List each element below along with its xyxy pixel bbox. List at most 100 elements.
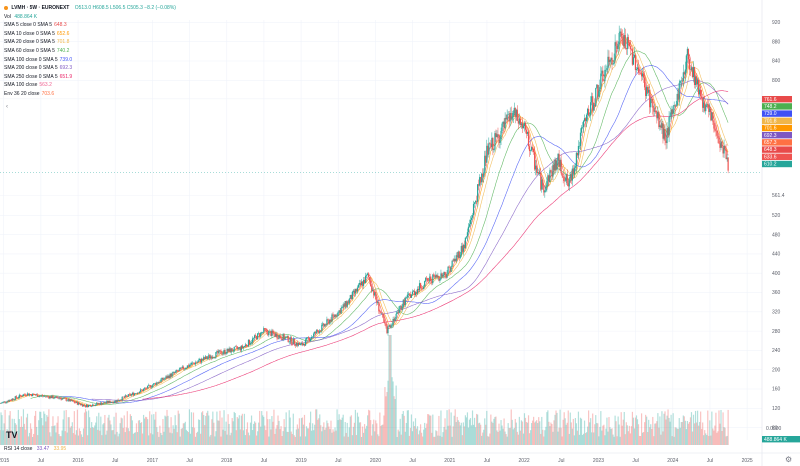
candle-body [548, 175, 550, 183]
candle-body [489, 143, 491, 144]
candle-body [276, 333, 278, 339]
rsi-legend[interactable]: RSI 14 close 33.47 33.95 [4, 446, 66, 452]
indicator-row[interactable]: SMA 250 close 0 SMA 5 651.9 [4, 73, 176, 82]
volume-bar [422, 436, 424, 445]
candle-body [40, 395, 42, 397]
candle-body [442, 275, 444, 277]
volume-bar [349, 416, 351, 445]
volume-bar [726, 435, 728, 445]
indicator-row[interactable]: SMA 100 close 0 SMA 5 739.0 [4, 56, 176, 65]
volume-bar [194, 436, 197, 445]
indicator-row[interactable]: SMA 100 close 563.2 [4, 81, 176, 90]
candle-body [484, 155, 486, 174]
collapse-legend-icon[interactable]: ‹ [6, 104, 8, 110]
volume-bar [699, 421, 701, 445]
volume-bar [101, 435, 103, 445]
candle-body [312, 336, 314, 338]
candle-body [594, 104, 596, 107]
volume-bar [343, 436, 345, 445]
indicator-row[interactable]: Env 36 20 close 703.6 [4, 90, 176, 99]
candle-body [84, 405, 87, 407]
candle-body [130, 394, 132, 396]
candle-body [662, 123, 664, 139]
candle-body [359, 283, 362, 286]
volume-bar [625, 422, 627, 445]
settings-gear-icon[interactable]: ⚙ [785, 455, 793, 464]
volume-bar [440, 410, 442, 445]
volume-bar [439, 435, 441, 445]
candle-body [266, 329, 268, 333]
candle-body [428, 280, 430, 281]
volume-bar [71, 422, 73, 445]
candle-body [21, 395, 24, 397]
volume-bar [602, 425, 604, 445]
candle-body [560, 159, 562, 174]
candle-body [577, 145, 580, 156]
candle-body [246, 345, 249, 347]
volume-bar [444, 418, 446, 445]
volume-bar [15, 424, 17, 445]
volume-bar [242, 430, 244, 445]
candle-body [19, 394, 21, 396]
volume-bar [364, 428, 367, 445]
candle-body [417, 288, 420, 291]
candle-body [445, 274, 447, 278]
volume-bar [159, 425, 161, 445]
volume-bar [407, 410, 409, 445]
volume-bar [202, 411, 204, 445]
volume-bar [357, 416, 360, 445]
symbol-title[interactable]: LVMH · 5W · EURONEXT [11, 5, 70, 11]
candle-body [591, 96, 593, 103]
volume-bar [328, 426, 330, 445]
volume-bar [561, 436, 563, 445]
candle-body [236, 346, 238, 349]
volume-bar [255, 422, 257, 445]
indicator-row[interactable]: SMA 10 close 0 SMA 5 652.6 [4, 30, 176, 39]
candle-body [134, 393, 137, 394]
volume-bar [530, 423, 533, 445]
volume-bar [432, 414, 434, 445]
volume-bar [622, 419, 624, 445]
volume-bar [43, 411, 45, 445]
indicator-row[interactable]: SMA 200 close 0 SMA 5 692.3 [4, 64, 176, 73]
volume-bar [394, 399, 396, 445]
volume-bar [272, 421, 274, 445]
candle-body [18, 394, 20, 398]
candle-body [344, 301, 346, 307]
price-axis-badge [762, 146, 792, 153]
indicator-label: SMA 20 close 0 SMA 5 [4, 39, 55, 46]
volume-legend[interactable]: Vol 488.864 K [4, 13, 176, 22]
indicator-row[interactable]: SMA 20 close 0 SMA 5 701.8 [4, 38, 176, 47]
price-axis-badge [762, 124, 792, 132]
volume-bar [134, 432, 137, 445]
volume-bar [289, 417, 291, 445]
volume-bar [661, 411, 663, 445]
candle-body [709, 108, 711, 112]
indicator-label: SMA 5 close 0 SMA 5 [4, 22, 53, 29]
volume-bar [178, 413, 180, 445]
volume-bar [241, 413, 243, 445]
candle-body [189, 364, 192, 366]
candle-body [490, 143, 492, 148]
volume-bar [459, 425, 461, 445]
candle-body [356, 287, 359, 292]
candle-body [671, 109, 673, 115]
candle-body [405, 297, 407, 298]
volume-bar [633, 428, 636, 445]
indicator-row[interactable]: SMA 5 close 0 SMA 5 648.3 [4, 21, 176, 30]
volume-bar [443, 426, 445, 445]
volume-bar [596, 422, 598, 445]
candle-body [562, 176, 564, 179]
candle-body [404, 297, 406, 305]
volume-bar [264, 425, 266, 445]
candle-body [292, 338, 294, 344]
volume-bar [133, 432, 136, 445]
indicator-row[interactable]: SMA 60 close 0 SMA 5 740.2 [4, 47, 176, 56]
price-axis-badge-label: 692.3 [764, 133, 777, 139]
volume-bar [111, 430, 113, 445]
volume-bar [56, 422, 58, 445]
candle-body [163, 379, 165, 380]
volume-bar [141, 433, 144, 445]
volume-bar [108, 414, 110, 445]
